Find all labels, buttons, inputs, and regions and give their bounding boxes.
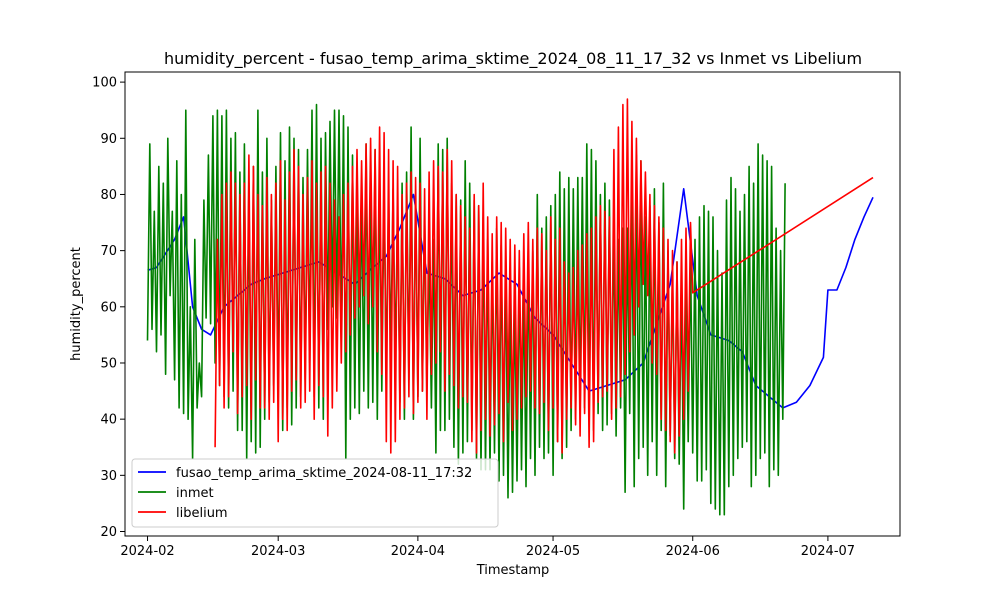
- plot-frame: [124, 71, 901, 537]
- x-tick-label: 2024-04: [391, 544, 445, 559]
- legend-label: libelium: [176, 506, 228, 521]
- y-tick-label: 100: [92, 76, 117, 91]
- series-line-libelium: [214, 98, 874, 454]
- y-tick-label: 50: [100, 356, 117, 371]
- x-axis: 2024-02 2024-03 2024-04 2024-05 2024-06 2024-…: [120, 536, 855, 559]
- x-tick-label: 2024-05: [526, 544, 580, 559]
- x-axis-title: Timestamp: [476, 563, 550, 578]
- y-tick-label: 90: [100, 132, 117, 147]
- y-axis: 20 30 40 50 60 70 80 90 100: [92, 76, 125, 540]
- y-tick-label: 80: [100, 188, 117, 203]
- legend-label: inmet: [176, 486, 214, 501]
- legend-box: [131, 458, 499, 528]
- legend: fusao_temp_arima_sktime_2024-08-11_17:32…: [131, 458, 499, 528]
- x-tick-label: 2024-06: [666, 544, 720, 559]
- y-tick-label: 40: [100, 413, 117, 428]
- chart-title: humidity_percent - fusao_temp_arima_skti…: [164, 49, 862, 69]
- x-tick-label: 2024-03: [251, 544, 305, 559]
- y-axis-title: humidity_percent: [69, 247, 84, 361]
- legend-label: fusao_temp_arima_sktime_2024-08-11_17:32: [176, 466, 472, 481]
- y-tick-label: 70: [100, 244, 117, 259]
- x-tick-label: 2024-02: [120, 544, 174, 559]
- y-tick-label: 30: [100, 469, 117, 484]
- x-tick-label: 2024-07: [801, 544, 855, 559]
- y-tick-label: 60: [100, 300, 117, 315]
- plot-series: [146, 98, 874, 516]
- y-tick-label: 20: [100, 525, 117, 540]
